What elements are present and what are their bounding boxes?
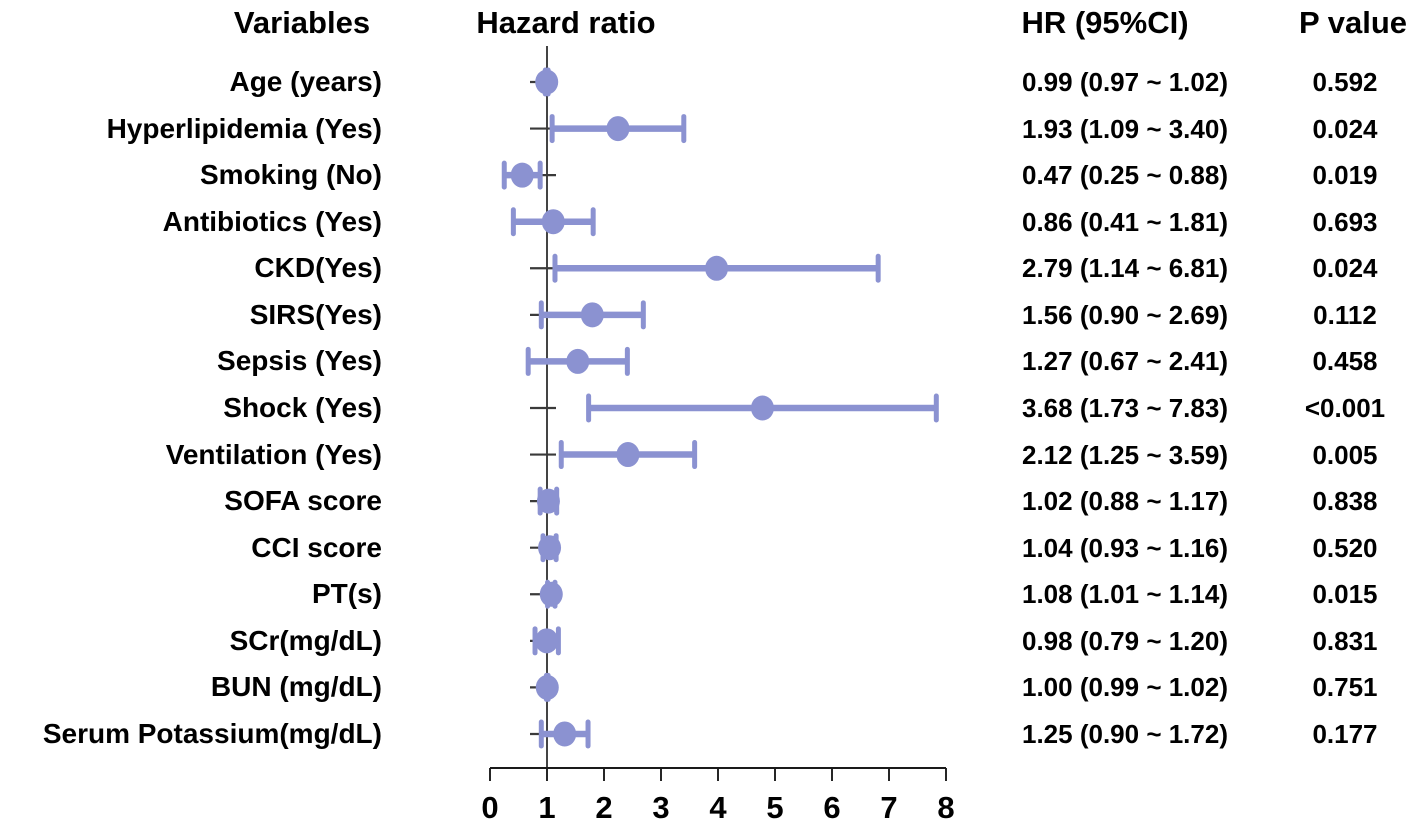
hr-marker <box>616 442 640 468</box>
row-variable-label: Ventilation (Yes) <box>165 438 382 470</box>
row-hr-ci-value: 1.27 (0.67 ~ 2.41) <box>1022 346 1228 377</box>
hr-marker <box>535 674 559 700</box>
hr-marker <box>580 302 604 328</box>
row-p-value: <0.001 <box>1304 392 1386 423</box>
row-p-value: 0.005 <box>1312 439 1378 470</box>
hr-marker <box>538 535 562 561</box>
row-p-value: 0.592 <box>1312 67 1378 97</box>
column-header-variables: Variables <box>233 5 371 40</box>
hr-marker <box>535 69 559 95</box>
column-header-hr-ci: HR (95%CI) <box>1021 5 1189 40</box>
row-hr-ci-value: 2.79 (1.14 ~ 6.81) <box>1022 253 1228 284</box>
row-variable-label: BUN (mg/dL) <box>210 671 382 703</box>
hr-marker <box>536 488 560 514</box>
row-variable-label: Age (years) <box>229 66 382 97</box>
row-variable-label: SCr(mg/dL) <box>229 624 382 656</box>
row-hr-ci-value: 0.99 (0.97 ~ 1.02) <box>1022 67 1228 97</box>
row-variable-label: CCI score <box>251 531 382 563</box>
row-p-value: 0.458 <box>1312 346 1378 377</box>
x-tick-label: 8 <box>937 790 954 823</box>
hr-marker <box>705 255 729 281</box>
column-header-p-value: P value <box>1298 5 1408 40</box>
row-p-value: 0.019 <box>1312 160 1378 191</box>
row-variable-label: Smoking (No) <box>200 159 382 191</box>
row-p-value: 0.024 <box>1312 113 1378 144</box>
row-p-value: 0.024 <box>1312 253 1378 284</box>
hr-marker <box>750 395 774 421</box>
hr-marker <box>535 628 559 654</box>
hr-marker <box>510 162 534 188</box>
row-hr-ci-value: 1.04 (0.93 ~ 1.16) <box>1022 532 1228 563</box>
row-hr-ci-value: 0.86 (0.41 ~ 1.81) <box>1022 206 1228 237</box>
row-p-value: 0.838 <box>1312 486 1378 517</box>
row-variable-label: Serum Potassium(mg/dL) <box>42 717 382 749</box>
row-hr-ci-value: 1.02 (0.88 ~ 1.17) <box>1022 486 1228 517</box>
x-tick-label: 2 <box>595 790 612 823</box>
x-tick-label: 4 <box>709 790 727 823</box>
row-p-value: 0.693 <box>1312 206 1378 237</box>
x-tick-label: 1 <box>538 790 555 823</box>
hr-marker <box>553 721 577 747</box>
row-variable-label: Hyperlipidemia (Yes) <box>106 112 382 144</box>
row-hr-ci-value: 1.93 (1.09 ~ 3.40) <box>1022 113 1228 144</box>
row-variable-label: Antibiotics (Yes) <box>162 205 382 237</box>
x-tick-label: 6 <box>823 790 840 823</box>
row-hr-ci-value: 0.98 (0.79 ~ 1.20) <box>1022 625 1228 656</box>
row-variable-label: Sepsis (Yes) <box>217 345 382 377</box>
row-hr-ci-value: 1.56 (0.90 ~ 2.69) <box>1022 299 1228 330</box>
row-p-value: 0.015 <box>1312 579 1378 610</box>
x-tick-label: 0 <box>481 790 498 823</box>
row-p-value: 0.177 <box>1312 718 1378 749</box>
row-variable-label: SOFA score <box>224 485 382 517</box>
hr-marker <box>606 116 630 142</box>
row-hr-ci-value: 1.25 (0.90 ~ 1.72) <box>1022 718 1228 749</box>
row-variable-label: SIRS(Yes) <box>249 298 382 330</box>
row-p-value: 0.112 <box>1313 299 1377 330</box>
hr-marker <box>566 348 590 374</box>
row-hr-ci-value: 2.12 (1.25 ~ 3.59) <box>1022 439 1228 470</box>
row-hr-ci-value: 0.47 (0.25 ~ 0.88) <box>1022 160 1228 191</box>
row-p-value: 0.831 <box>1312 625 1378 656</box>
x-tick-label: 5 <box>766 790 783 823</box>
row-p-value: 0.520 <box>1312 532 1378 563</box>
x-tick-label: 3 <box>652 790 669 823</box>
row-p-value: 0.751 <box>1312 672 1378 703</box>
x-tick-label: 7 <box>880 790 897 823</box>
row-hr-ci-value: 1.00 (0.99 ~ 1.02) <box>1022 672 1228 703</box>
row-variable-label: PT(s) <box>312 578 382 610</box>
column-header-hazard-ratio: Hazard ratio <box>476 5 656 40</box>
hr-marker <box>539 581 563 607</box>
hr-marker <box>541 209 565 235</box>
row-variable-label: Shock (Yes) <box>223 391 382 423</box>
row-variable-label: CKD(Yes) <box>254 252 382 284</box>
row-hr-ci-value: 3.68 (1.73 ~ 7.83) <box>1022 392 1228 423</box>
row-hr-ci-value: 1.08 (1.01 ~ 1.14) <box>1022 579 1228 610</box>
